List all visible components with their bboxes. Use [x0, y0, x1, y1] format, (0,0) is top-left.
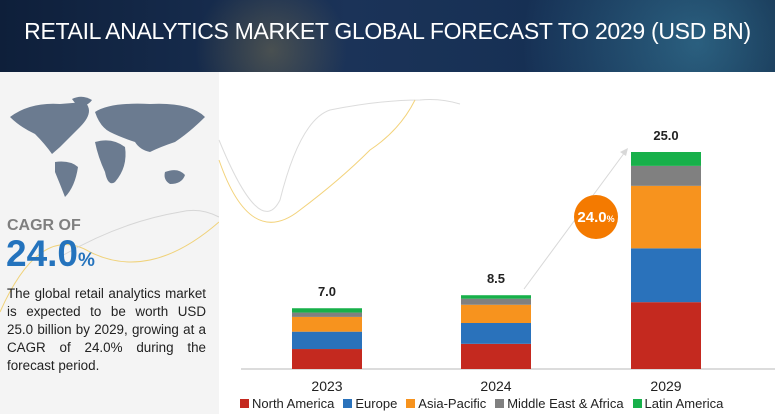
- bar-segment-2024-north-america: [461, 343, 531, 369]
- legend-label: Europe: [355, 396, 398, 411]
- chart-title: RETAIL ANALYTICS MARKET GLOBAL FORECAST …: [24, 18, 751, 44]
- bar-segment-2029-north-america: [631, 302, 701, 369]
- legend-swatch: [343, 399, 353, 408]
- cagr-badge-unit: %: [607, 214, 615, 224]
- x-tick-label-2029: 2029: [650, 378, 681, 394]
- legend-swatch: [406, 399, 416, 408]
- cagr-badge-text: 24.0%: [577, 209, 614, 226]
- legend-swatch: [240, 399, 249, 408]
- legend-label: North America: [252, 396, 335, 411]
- bar-segment-2024-europe: [461, 322, 531, 344]
- bar-segment-2029-asia-pacific: [631, 185, 701, 249]
- legend-item: Europe: [343, 396, 397, 411]
- decorative-curve-grey: [218, 99, 461, 212]
- legend: North America Europe Asia-Pacific Middle Ea…: [240, 396, 723, 411]
- market-description: The global retail analytics market is ex…: [7, 286, 206, 373]
- cagr-badge: [574, 195, 618, 239]
- world-map-icon: [10, 96, 205, 197]
- bar-segment-2024-middle-east-africa: [461, 298, 531, 305]
- x-tick-label-2023: 2023: [311, 378, 342, 394]
- legend-label: Middle East & Africa: [507, 396, 624, 411]
- cagr-badge-value: 24.0: [577, 209, 606, 226]
- legend-label: Asia-Pacific: [418, 396, 487, 411]
- cagr-unit: %: [78, 250, 95, 271]
- bar-segment-2029-latin-america: [631, 152, 701, 166]
- cagr-value: 24.0%: [6, 233, 95, 275]
- total-label-2029: 25.0: [653, 128, 678, 143]
- legend-item: Latin America: [632, 396, 724, 411]
- bar-segment-2023-asia-pacific: [292, 316, 362, 332]
- legend-item: North America: [240, 396, 334, 411]
- legend-label: Latin America: [644, 396, 724, 411]
- cagr-label: CAGR OF: [7, 217, 81, 234]
- summary-panel: [0, 72, 219, 414]
- bar-segment-2029-middle-east-africa: [631, 165, 701, 186]
- header-banner: RETAIL ANALYTICS MARKET GLOBAL FORECAST …: [0, 0, 775, 72]
- x-tick-label-2024: 2024: [480, 378, 511, 394]
- legend-item: Middle East & Africa: [495, 396, 624, 411]
- bar-segment-2024-asia-pacific: [461, 304, 531, 323]
- bar-segment-2023-europe: [292, 331, 362, 350]
- decorative-curve-yellow: [218, 99, 416, 223]
- legend-swatch: [632, 399, 642, 408]
- bar-segment-2023-north-america: [292, 349, 362, 369]
- cagr-number: 24.0: [6, 233, 79, 274]
- decorative-curves: [0, 209, 219, 313]
- legend-swatch: [495, 399, 505, 408]
- bar-segment-2029-europe: [631, 248, 701, 303]
- bar-segment-2024-latin-america: [461, 295, 531, 299]
- total-label-2023: 7.0: [318, 284, 336, 299]
- bar-segment-2023-latin-america: [292, 308, 362, 313]
- header-background: [0, 0, 775, 72]
- total-label-2024: 8.5: [487, 271, 505, 286]
- legend-item: Asia-Pacific: [406, 396, 486, 411]
- bar-segment-2023-middle-east-africa: [292, 312, 362, 317]
- growth-arrow-head: [620, 148, 628, 156]
